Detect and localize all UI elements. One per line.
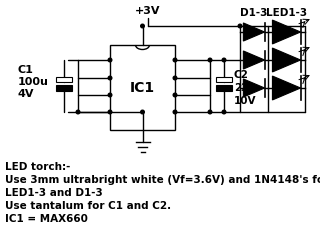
Circle shape [141, 110, 144, 114]
Polygon shape [244, 51, 265, 69]
Polygon shape [244, 79, 265, 97]
Text: D1-3: D1-3 [240, 8, 268, 18]
Text: C1: C1 [18, 65, 34, 75]
Text: Use 3mm ultrabright white (Vf=3.6V) and 1N4148's for: Use 3mm ultrabright white (Vf=3.6V) and … [5, 175, 320, 185]
Bar [216, 77, 232, 82]
Text: C2: C2 [234, 70, 249, 80]
Circle shape [76, 110, 80, 114]
Circle shape [108, 110, 112, 114]
Bar [56, 77, 72, 82]
Text: 22u: 22u [234, 83, 256, 93]
Text: LED1-3: LED1-3 [266, 8, 307, 18]
Text: LED1-3 and D1-3: LED1-3 and D1-3 [5, 188, 103, 198]
Circle shape [173, 110, 177, 114]
Circle shape [222, 58, 226, 62]
Circle shape [208, 58, 212, 62]
Text: IC1 = MAX660: IC1 = MAX660 [5, 214, 88, 224]
Polygon shape [244, 23, 265, 41]
Text: LED torch:-: LED torch:- [5, 162, 70, 172]
Text: 100u: 100u [18, 77, 49, 87]
Polygon shape [272, 76, 300, 100]
Bar [216, 85, 232, 91]
Text: 10V: 10V [234, 96, 257, 106]
Text: +3V: +3V [135, 6, 161, 16]
Circle shape [173, 58, 177, 62]
Circle shape [108, 76, 112, 80]
Text: Use tantalum for C1 and C2.: Use tantalum for C1 and C2. [5, 201, 171, 211]
Text: 4V: 4V [18, 89, 35, 99]
Polygon shape [272, 20, 300, 44]
Bar [110, 45, 175, 130]
Circle shape [108, 93, 112, 97]
Circle shape [238, 24, 242, 28]
Circle shape [208, 110, 212, 114]
Circle shape [141, 24, 144, 28]
Bar [56, 85, 72, 91]
Circle shape [173, 76, 177, 80]
Circle shape [222, 110, 226, 114]
Text: IC1: IC1 [130, 81, 155, 94]
Circle shape [173, 93, 177, 97]
Circle shape [108, 58, 112, 62]
Polygon shape [272, 48, 300, 72]
